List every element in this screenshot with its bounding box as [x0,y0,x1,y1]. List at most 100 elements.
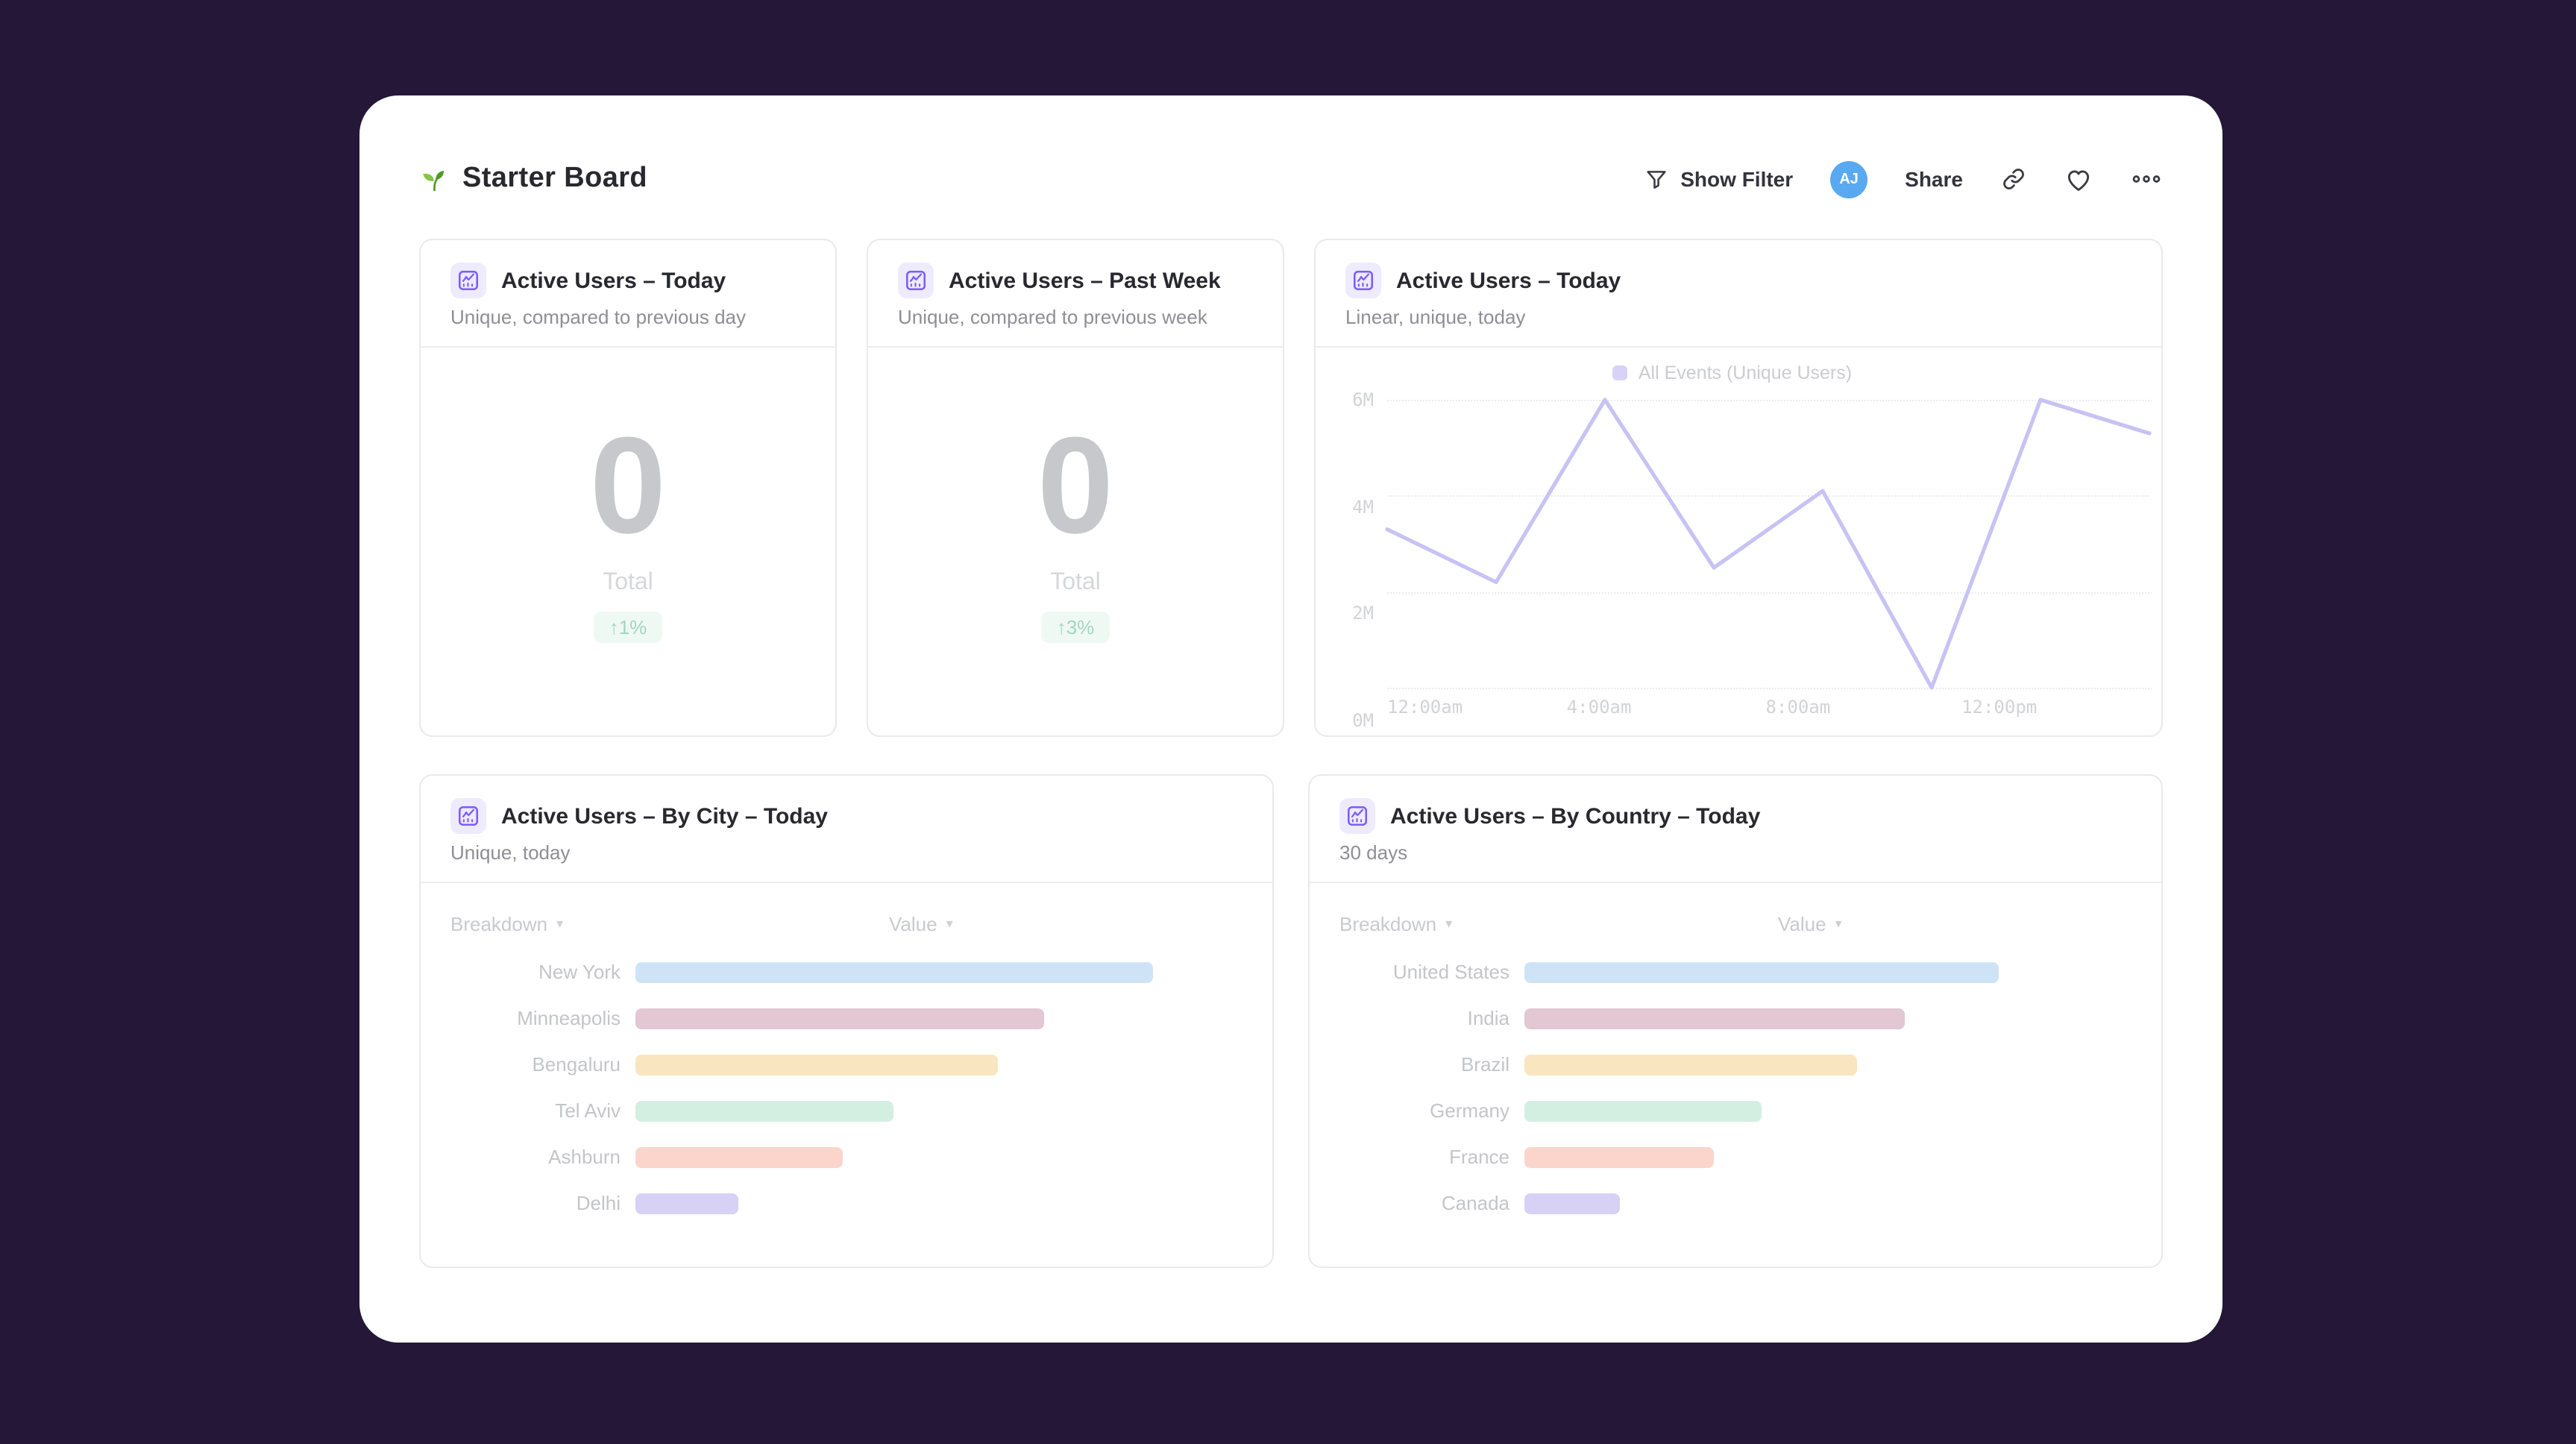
x-tick-label: 4:00am [1566,697,1632,718]
breakdown-label: Brazil [1460,1053,1510,1076]
value-bar [635,1054,998,1075]
breakdown-row[interactable]: New York [450,949,1237,995]
card-header: Active Users – Today Unique, compared to… [421,240,835,348]
card-active-users-today-chart[interactable]: Active Users – Today Linear, unique, tod… [1314,239,2163,737]
cards-row-top: Active Users – Today Unique, compared to… [419,239,2163,737]
bar-track [635,1054,1237,1075]
value-bar [1524,1100,1762,1121]
breakdown-table: Breakdown ▾ Value ▾ United States India Br… [1310,883,2161,1266]
x-tick-label: 12:00am [1387,697,1463,718]
link-icon [2003,169,2024,189]
value-bar [635,1100,894,1121]
stat-body: 0 Total ↑1% [421,336,835,723]
card-title: Active Users – By City – Today [501,803,828,829]
card-active-users-by-country[interactable]: Active Users – By Country – Today 30 day… [1308,774,2163,1268]
chevron-down-icon: ▾ [556,915,564,930]
breakdown-label: France [1449,1146,1510,1168]
card-subtitle: Unique, compared to previous week [898,306,1207,328]
stat-value: 0 [1037,409,1114,562]
copy-link-button[interactable] [2000,166,2027,192]
breakdown-row[interactable]: Minneapolis [450,995,1237,1041]
card-title: Active Users – Today [501,268,726,293]
bar-track [635,961,1237,982]
favorite-button[interactable] [2064,165,2093,193]
avatar[interactable]: AJ [1830,160,1868,198]
plot-area [1387,400,2149,689]
chart-icon [898,263,934,298]
gridline [1387,688,2149,689]
breakdown-row[interactable]: Brazil [1339,1041,2126,1087]
chart-icon [450,798,486,834]
bar-track [1524,1193,2126,1214]
x-tick-label: 12:00pm [1961,697,2038,718]
share-button[interactable]: Share [1905,167,1963,191]
legend-swatch [1612,365,1628,380]
bar-track [1524,1146,2126,1167]
value-bar [635,1008,1044,1029]
y-tick-label: 2M [1352,603,1374,624]
stat-value: 0 [589,409,667,562]
breakdown-label: India [1467,1007,1510,1029]
breakdown-row[interactable]: Bengaluru [450,1041,1237,1087]
bar-rows: United States India Brazil Germany France Can… [1339,949,2126,1226]
card-active-users-past-week[interactable]: Active Users – Past Week Unique, compare… [867,239,1284,737]
sort-value-button[interactable]: Value ▾ [1524,912,2126,935]
show-filter-button[interactable]: Show Filter [1643,166,1793,192]
value-header-label: Value [1778,912,1826,935]
card-header: Active Users – By City – Today Unique, t… [421,776,1272,883]
x-tick-label: 8:00am [1765,697,1831,718]
chart-icon [450,263,486,298]
bar-track [635,1146,1237,1167]
bar-rows: New York Minneapolis Bengaluru Tel Aviv Ashb… [450,949,1237,1226]
sort-breakdown-button[interactable]: Breakdown ▾ [450,912,621,935]
breakdown-header-label: Breakdown [450,912,548,935]
chevron-down-icon: ▾ [1835,915,1842,930]
delta-badge: ↑1% [594,611,662,642]
more-icon [2132,175,2161,183]
breakdown-row[interactable]: United States [1339,949,2126,995]
dashboard-panel: Starter Board Show Filter AJ Share [359,95,2222,1343]
breakdown-label: United States [1392,961,1510,983]
board-title-group: Starter Board [419,163,647,195]
sort-value-button[interactable]: Value ▾ [635,912,1237,935]
value-bar [1524,1054,1857,1075]
breakdown-label: Delhi [576,1192,621,1214]
card-active-users-today[interactable]: Active Users – Today Unique, compared to… [419,239,837,737]
line-series [1387,400,2149,688]
card-active-users-by-city[interactable]: Active Users – By City – Today Unique, t… [419,774,1274,1268]
breakdown-label: Ashburn [548,1146,621,1168]
value-bar [635,961,1153,982]
card-title: Active Users – By Country – Today [1390,803,1761,829]
breakdown-table: Breakdown ▾ Value ▾ New York Minneapolis B… [421,883,1272,1266]
card-title: Active Users – Today [1396,268,1621,293]
breakdown-row[interactable]: Delhi [450,1180,1237,1226]
breakdown-label: New York [538,961,621,983]
breakdown-row[interactable]: India [1339,995,2126,1041]
gridline [1387,591,2149,594]
chart-icon [1345,263,1381,298]
card-title: Active Users – Past Week [949,268,1221,293]
breakdown-row[interactable]: Tel Aviv [450,1087,1237,1134]
chart-legend: All Events (Unique Users) [1316,360,2149,386]
stat-value-label: Total [603,569,653,594]
bar-track [1524,1054,2126,1075]
page-title: Starter Board [462,163,648,194]
chart-icon [1339,798,1375,834]
card-header: Active Users – Today Linear, unique, tod… [1316,240,2161,348]
avatar-initials: AJ [1839,171,1859,187]
show-filter-label: Show Filter [1680,167,1794,191]
breakdown-row[interactable]: Germany [1339,1087,2126,1134]
stat-value-label: Total [1050,569,1101,594]
card-subtitle: Unique, compared to previous day [450,306,747,328]
breakdown-row[interactable]: Ashburn [450,1134,1237,1180]
y-axis: 0M 2M 4M 6M [1316,389,1387,731]
more-options-button[interactable] [2130,166,2163,192]
card-subtitle: Unique, today [450,841,571,864]
stat-body: 0 Total ↑3% [868,336,1283,723]
value-bar [635,1193,739,1214]
breakdown-row[interactable]: Canada [1339,1180,2126,1226]
breakdown-label: Tel Aviv [555,1099,621,1122]
sort-breakdown-button[interactable]: Breakdown ▾ [1339,912,1510,935]
breakdown-row[interactable]: France [1339,1134,2126,1180]
board-header: Starter Board Show Filter AJ Share [419,146,2163,212]
